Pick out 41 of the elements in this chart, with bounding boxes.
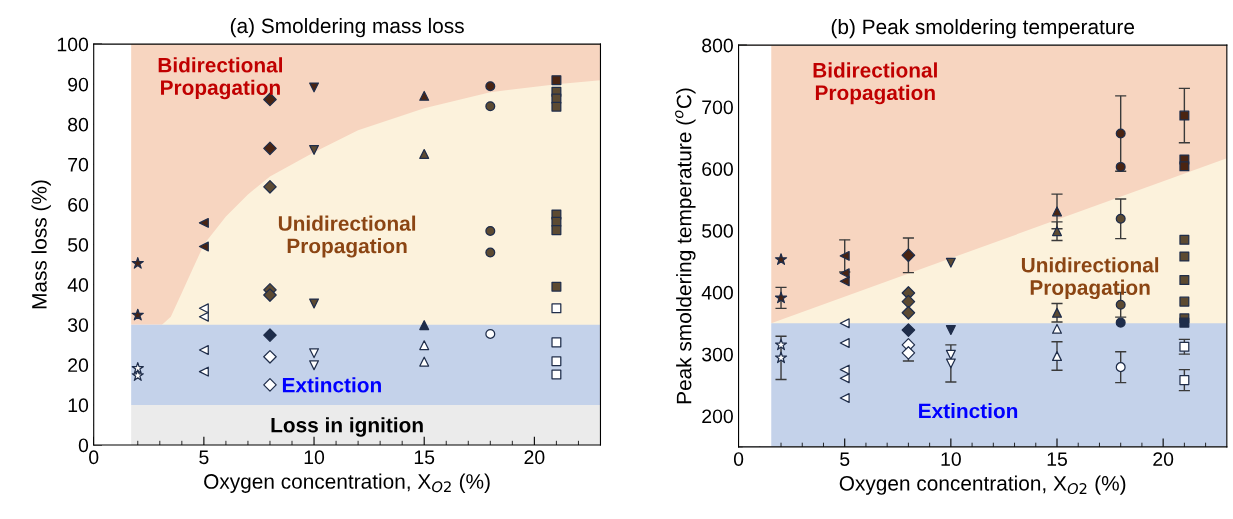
y-axis-title: Mass loss (%): [31, 180, 51, 309]
y-tick-label: 100: [57, 37, 89, 52]
x-tick-label: 20: [1153, 452, 1174, 466]
chart-title: (b) Peak smoldering temperature: [831, 18, 1135, 39]
chart-title: (a) Smoldering mass loss: [230, 17, 464, 38]
x-tick-label: 15: [414, 450, 435, 465]
y-tick-label: 700: [702, 100, 733, 115]
x-tick-label: 10: [304, 450, 325, 465]
y-tick-label: 800: [702, 38, 733, 53]
y-axis-title: Peak smoldering temperature ($^{o}$C): [675, 88, 696, 404]
series-label: Unidirectional Propagation: [1021, 257, 1159, 300]
x-axis-title: Oxygen concentration, X$_{O2}$ (%): [839, 475, 1126, 495]
band-label: Bidirectional Propagation: [813, 62, 937, 105]
y-tick-label: 400: [701, 285, 733, 300]
x-tick-label: 0: [89, 450, 99, 465]
x-tick-label: 20: [524, 450, 545, 465]
band-label: Bidirectional Propagation: [158, 57, 283, 100]
y-tick-label: 40: [67, 278, 89, 292]
x-tick-label: 15: [1047, 452, 1067, 466]
y-tick-label: 300: [702, 347, 733, 362]
series-label: Unidirectional Propagation: [278, 215, 416, 258]
x-axis-title: Oxygen concentration, X$_{O2}$ (%): [204, 473, 490, 493]
y-tick-label: 20: [68, 358, 89, 373]
y-tick-label: 200: [702, 409, 733, 424]
band-label: Extinction: [919, 403, 1018, 419]
y-tick-label: 90: [68, 77, 89, 92]
band-label: Extinction: [282, 377, 381, 393]
y-tick-label: 50: [68, 238, 89, 252]
y-tick-label: 500: [702, 224, 733, 238]
y-tick-label: 80: [68, 117, 89, 132]
x-tick-label: 10: [941, 452, 961, 466]
y-tick-label: 60: [68, 197, 89, 212]
y-tick-label: 600: [702, 162, 733, 176]
y-tick-label: 30: [67, 318, 89, 332]
x-tick-label: 0: [733, 452, 744, 466]
y-tick-label: 10: [68, 398, 89, 413]
y-tick-label: 0: [78, 438, 89, 453]
band-label: Loss in ignition: [271, 417, 423, 437]
y-tick-label: 70: [68, 157, 89, 172]
x-tick-label: 5: [840, 452, 850, 466]
x-tick-label: 5: [199, 450, 209, 465]
